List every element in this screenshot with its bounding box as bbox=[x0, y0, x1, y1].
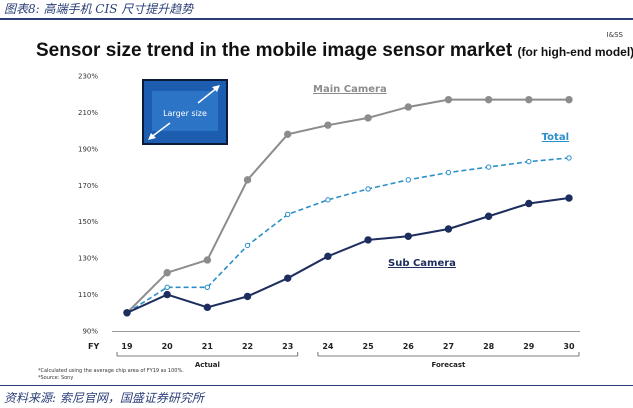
inset-label: Larger size bbox=[163, 109, 207, 118]
footnote: *Calculated using the average chip area … bbox=[38, 368, 184, 374]
source-rule bbox=[0, 385, 633, 386]
series-label-total: Total bbox=[542, 132, 569, 143]
inset-inner bbox=[152, 91, 218, 131]
inset-arrowhead-ne bbox=[212, 85, 220, 92]
series-line-total bbox=[126, 157, 570, 314]
data-point-sub bbox=[525, 199, 533, 208]
x-tick-label: 29 bbox=[523, 342, 535, 351]
data-point-total bbox=[526, 158, 532, 165]
data-point-total bbox=[405, 177, 411, 183]
data-point-main bbox=[203, 256, 212, 264]
series-line-main bbox=[126, 98, 569, 314]
data-point-total bbox=[445, 169, 452, 176]
period-label: Actual bbox=[195, 361, 220, 369]
data-point-sub bbox=[163, 290, 171, 299]
x-tick-label: 22 bbox=[242, 342, 253, 351]
figure-caption: 图表8: 高端手机 CIS 尺寸提升趋势 bbox=[4, 2, 194, 16]
chart-title-sub: (for high-end model) bbox=[517, 45, 633, 59]
data-point-main bbox=[484, 95, 493, 104]
x-tick-label: 24 bbox=[322, 342, 334, 351]
data-point-sub bbox=[444, 225, 453, 233]
data-point-sub bbox=[123, 309, 131, 317]
x-tick-label: 26 bbox=[403, 342, 415, 351]
footnote: *Source: Sony bbox=[38, 375, 73, 381]
data-point-total bbox=[285, 211, 291, 218]
data-point-total bbox=[485, 164, 492, 170]
period-label: Forecast bbox=[432, 361, 467, 369]
series-label-main: Main Camera bbox=[313, 84, 387, 95]
x-tick-label: 21 bbox=[202, 342, 214, 351]
data-point-total bbox=[365, 186, 371, 192]
x-tick-label: 19 bbox=[121, 342, 133, 351]
x-tick-label: 28 bbox=[483, 342, 495, 351]
corner-tag: I&SS bbox=[606, 31, 623, 39]
caption-rule bbox=[0, 18, 633, 20]
data-point-main bbox=[364, 114, 372, 122]
x-axis-label: FY bbox=[88, 342, 99, 351]
data-point-main bbox=[163, 269, 171, 277]
x-tick-label: 27 bbox=[443, 342, 454, 351]
source-note: 资料来源: 索尼官网，国盛证券研究所 bbox=[4, 391, 204, 405]
data-point-sub bbox=[243, 292, 252, 301]
inset-arrowhead-sw bbox=[148, 133, 156, 140]
data-point-total bbox=[325, 197, 331, 203]
data-point-main bbox=[284, 130, 292, 138]
chart-title: Sensor size trend in the mobile image se… bbox=[36, 40, 633, 62]
y-tick-label: 210% bbox=[78, 109, 98, 117]
y-tick-label: 150% bbox=[78, 218, 98, 226]
data-point-sub bbox=[484, 212, 493, 220]
data-point-main bbox=[565, 95, 573, 104]
data-point-sub bbox=[324, 252, 332, 261]
data-point-sub bbox=[404, 232, 412, 240]
data-point-main bbox=[444, 95, 453, 104]
x-tick-label: 20 bbox=[162, 342, 174, 351]
y-tick-label: 130% bbox=[78, 255, 98, 263]
data-point-sub bbox=[203, 303, 212, 312]
data-point-sub bbox=[565, 194, 573, 202]
data-point-main bbox=[525, 95, 533, 104]
data-point-total bbox=[244, 242, 251, 249]
data-point-sub bbox=[284, 274, 292, 282]
y-tick-label: 170% bbox=[78, 182, 98, 190]
y-tick-label: 90% bbox=[82, 328, 98, 336]
data-point-main bbox=[243, 176, 252, 184]
data-point-total bbox=[204, 284, 211, 290]
data-point-total bbox=[566, 155, 572, 161]
y-tick-label: 230% bbox=[78, 73, 98, 81]
y-tick-label: 110% bbox=[78, 291, 98, 299]
data-point-main bbox=[404, 103, 412, 111]
data-point-sub bbox=[364, 236, 372, 244]
x-tick-label: 30 bbox=[563, 342, 575, 351]
x-tick-label: 23 bbox=[282, 342, 293, 351]
y-tick-label: 190% bbox=[78, 145, 98, 153]
data-point-total bbox=[164, 284, 170, 290]
chart-title-main: Sensor size trend in the mobile image se… bbox=[36, 40, 513, 61]
x-tick-label: 25 bbox=[363, 342, 375, 351]
series-line-sub bbox=[126, 197, 570, 314]
series-label-sub: Sub Camera bbox=[388, 258, 456, 269]
data-point-main bbox=[324, 121, 332, 129]
